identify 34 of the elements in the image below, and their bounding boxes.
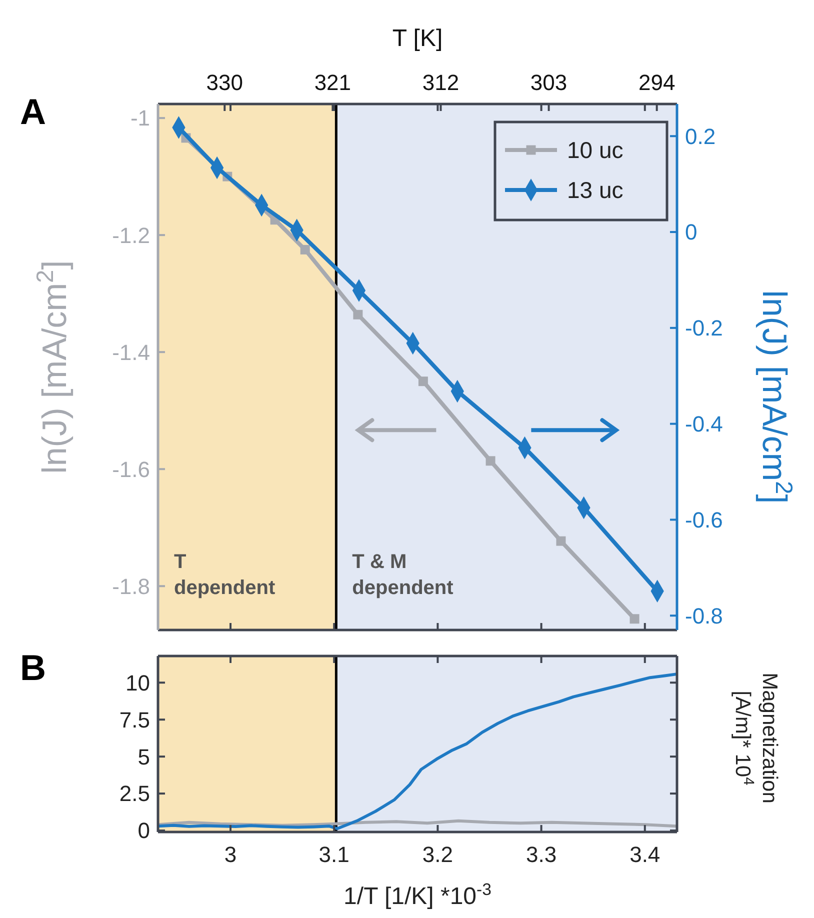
y2-tick-label: -0.2 [685,316,723,341]
y-tick-label: 2.5 [119,781,150,806]
y-tick-label: -1.4 [112,340,150,365]
x2-tick-label: 330 [206,70,243,95]
y2-tick-label: 0.2 [685,124,716,149]
y-tick-label: -1.2 [112,222,150,248]
legend-label: 10 uc [567,137,624,164]
chart-title: A [20,91,46,132]
x-tick-label: 3.2 [422,842,453,867]
x-axis-title: 1/T [1/K] *10$^{-3}$ [344,880,492,910]
chart-title: B [20,647,46,688]
x2-tick-label: 303 [530,70,568,95]
x-tick-label: 3 [224,842,237,867]
x2-axis-title: T [K] [392,25,443,52]
y-tick-label: 5 [138,744,150,770]
y2-tick-label: 0 [685,220,698,245]
x-tick-label: 3.1 [318,842,350,867]
x-tick-label: 3.4 [630,842,660,867]
annotation: T & M dependent [352,551,454,599]
annotation: T dependent [174,551,276,599]
y-tick-label: -1.6 [112,456,150,482]
y-tick-label: -1 [130,106,150,131]
y-tick-label: 7.5 [119,707,150,732]
y-tick-label: 10 [126,670,150,696]
x-tick-label: 3.3 [526,842,557,867]
x2-tick-label: 321 [314,70,352,95]
y-tick-label: -1.8 [112,574,150,599]
x2-tick-label: 312 [422,70,460,95]
legend-label: 13 uc [567,177,624,204]
y2-tick-label: -0.6 [685,507,723,532]
y2-tick-label: -0.4 [685,412,723,437]
y-tick-label: 0 [138,818,150,844]
x2-tick-label: 294 [638,70,676,95]
y2-tick-label: -0.8 [685,603,723,628]
